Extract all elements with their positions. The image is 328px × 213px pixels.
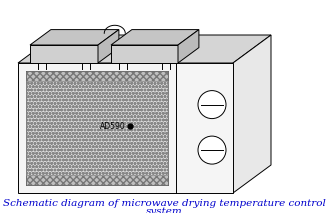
Polygon shape [30,45,98,63]
Polygon shape [111,45,178,63]
Text: AD590: AD590 [100,122,126,131]
Polygon shape [111,30,199,45]
Circle shape [198,91,226,119]
Bar [26,71,168,81]
Polygon shape [98,30,119,63]
Text: Schematic diagram of microwave drying temperature control: Schematic diagram of microwave drying te… [3,199,325,208]
Bar [26,175,168,185]
Polygon shape [18,35,271,63]
Text: system: system [146,207,182,213]
Polygon shape [30,30,119,45]
Bar [26,71,168,185]
Bar [26,81,168,175]
Polygon shape [233,35,271,193]
Bar [18,63,233,193]
Polygon shape [178,30,199,63]
Circle shape [198,136,226,164]
